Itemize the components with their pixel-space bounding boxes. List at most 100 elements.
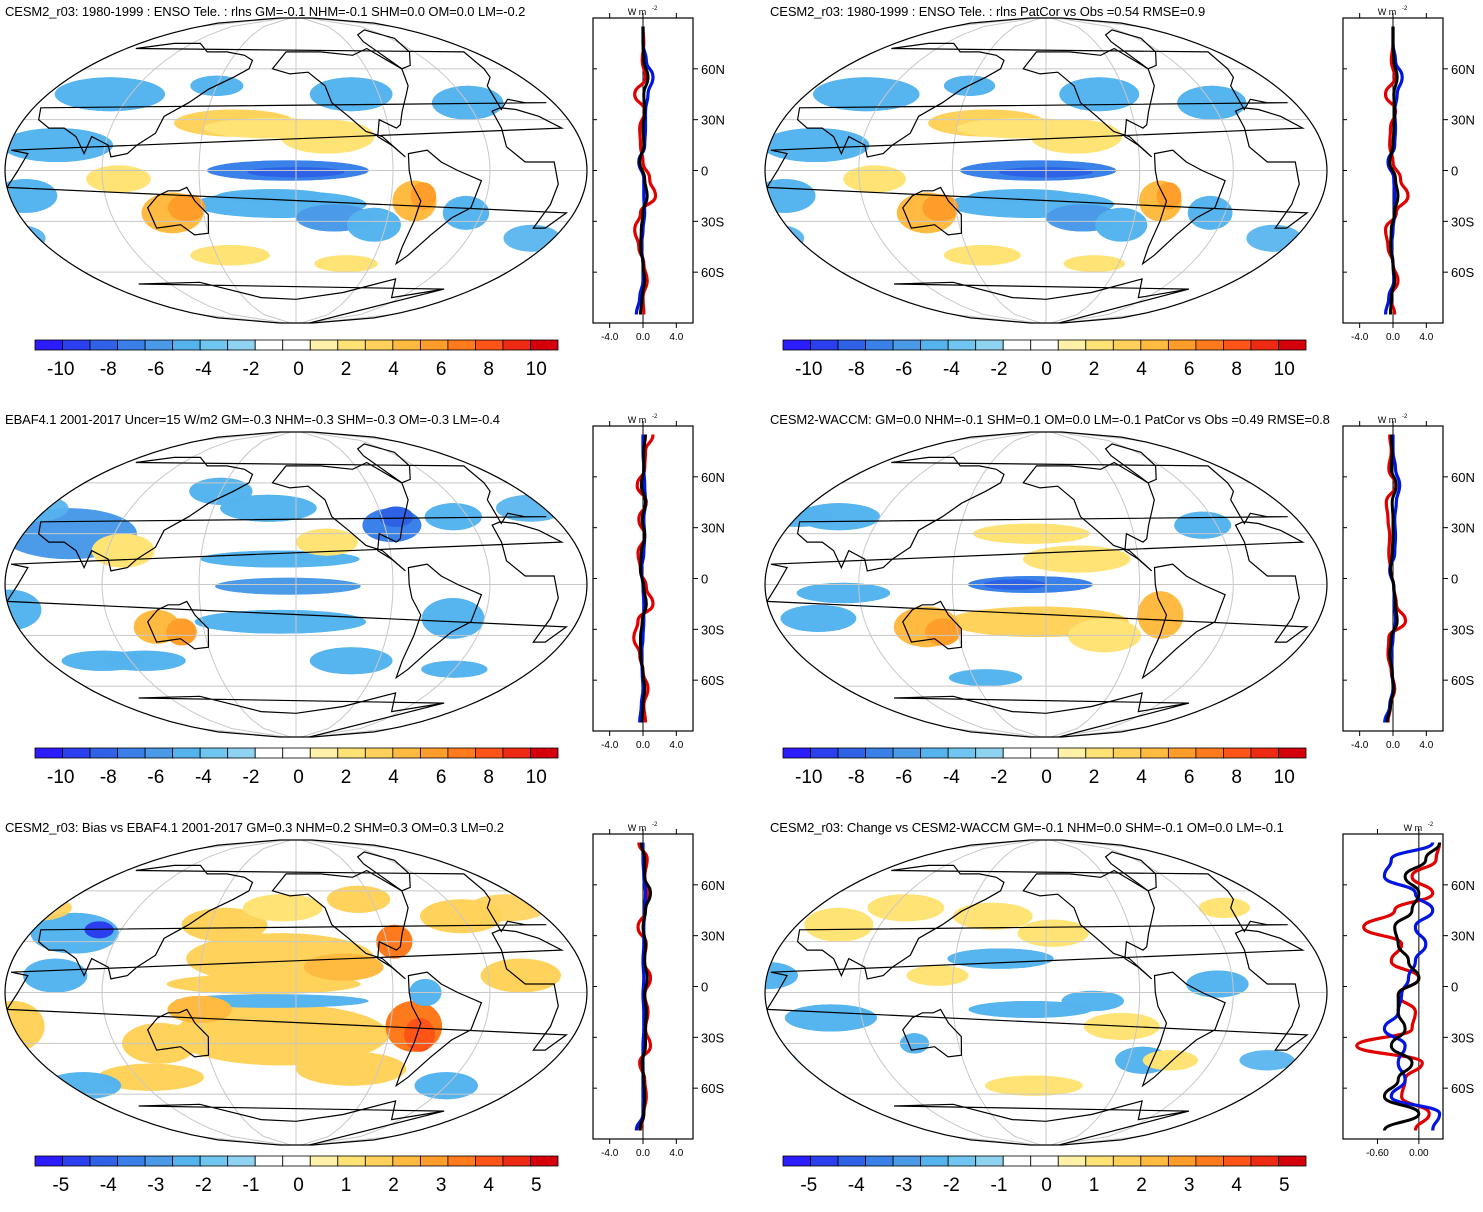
zonal-mean-plot: 60N 30N 0 30S 60S -4.0 0.0 4.0 W m -2: [592, 6, 725, 343]
anomaly-region: [1059, 77, 1140, 112]
anomaly-region: [203, 117, 343, 139]
colorbar-label: 2: [341, 767, 352, 788]
zonal-x-tick-label: 4.0: [669, 740, 683, 751]
lat-tick-label: 30N: [701, 113, 725, 128]
colorbar-swatch: [975, 1155, 1004, 1167]
colorbar-swatch: [227, 747, 256, 759]
colorbar-label: -10: [795, 767, 822, 788]
colorbar-swatch: [810, 747, 839, 759]
anomaly-region: [166, 973, 361, 995]
lat-tick-label: 30S: [1451, 622, 1474, 637]
colorbar-swatch: [117, 1155, 146, 1167]
lat-tick-label: 30S: [1451, 1030, 1474, 1045]
colorbar-swatch: [782, 339, 811, 351]
colorbar-swatch: [199, 1155, 229, 1167]
colorbar-label: -8: [100, 767, 117, 788]
colorbar-label: 1: [1089, 1175, 1100, 1196]
panel-p2: -10 -8 -6 -4 -2 0 2 4 6 8 10 60N 30N 0 30S 60S -4.0 0.0 4.…: [764, 6, 1475, 380]
colorbar-label: -4: [848, 1175, 865, 1196]
coastline-antarctica: [893, 692, 1190, 737]
colorbar-swatch: [89, 1155, 118, 1167]
anomaly-region: [378, 506, 414, 527]
colorbar-swatch: [254, 1155, 284, 1167]
colorbar-swatch: [975, 747, 1004, 759]
colorbar-swatch: [920, 1155, 949, 1167]
coastline-africa: [5, 107, 569, 229]
colorbar-swatch: [254, 339, 284, 351]
colorbar-swatch: [1057, 1155, 1087, 1167]
coastlines: [5, 851, 569, 1145]
coastline-africa: [5, 521, 569, 643]
colorbar-swatch: [89, 339, 118, 351]
map-field: [765, 432, 1327, 737]
colorbar-swatch: [227, 339, 256, 351]
colorbar-swatch: [1250, 339, 1279, 351]
colorbar-swatch: [364, 339, 394, 351]
colorbar-swatch: [1195, 747, 1224, 759]
colorbar-label: 3: [1184, 1175, 1195, 1196]
colorbar-swatch: [34, 747, 63, 759]
zonal-series-mean: [1388, 26, 1400, 315]
coastlines: [765, 29, 1309, 323]
colorbar-swatch: [392, 747, 421, 759]
colorbar-label: 8: [483, 359, 494, 380]
colorbar-label: 1: [341, 1175, 352, 1196]
colorbar-label: -4: [195, 767, 212, 788]
coastline-europe-asia: [38, 864, 547, 980]
colorbar-swatch: [1250, 1155, 1279, 1167]
colorbar-swatch: [1223, 747, 1252, 759]
colorbar-swatch: [530, 1155, 559, 1167]
colorbar-swatch: [309, 339, 339, 351]
colorbar-swatch: [144, 339, 174, 351]
panel-title: CESM2-WACCM: GM=0.0 NHM=-0.1 SHM=0.1 OM=…: [770, 412, 1330, 427]
colorbar-swatch: [117, 747, 146, 759]
zonal-mean-plot: 60N 30N 0 30S 60S -4.0 0.0 4.0 W m -2: [1342, 414, 1475, 751]
colorbar: -5 -4 -3 -2 -1 0 1 2 3 4 5: [782, 1155, 1307, 1196]
zonal-series-mean: [639, 434, 648, 723]
colorbar-swatch: [975, 339, 1004, 351]
anomaly-region: [309, 647, 393, 675]
colorbar-swatch: [1223, 1155, 1252, 1167]
anomaly-region: [1246, 224, 1302, 252]
anomaly-region: [922, 194, 959, 222]
colorbar-swatch: [34, 1155, 63, 1167]
colorbar-swatch: [419, 1155, 449, 1167]
colorbar-label: -1: [243, 1175, 260, 1196]
colorbar: -10 -8 -6 -4 -2 0 2 4 6 8 10: [782, 747, 1307, 788]
coastline-europe-asia: [38, 42, 547, 158]
map-outline: [764, 431, 1328, 738]
lat-tick-label: 60S: [1451, 673, 1474, 688]
coastline-europe-asia: [796, 42, 1288, 158]
coastline-antarctica: [138, 278, 445, 323]
colorbar-label: -10: [47, 767, 74, 788]
panel-title: EBAF4.1 2001-2017 Uncer=15 W/m2 GM=-0.3 …: [5, 412, 500, 427]
colorbar-swatch: [447, 747, 476, 759]
lat-tick-label: 60S: [1451, 265, 1474, 280]
colorbar-swatch: [1112, 339, 1142, 351]
colorbar-swatch: [364, 1155, 394, 1167]
anomaly-region: [1187, 195, 1233, 230]
coastline-greenland: [356, 851, 411, 892]
zonal-x-tick-label: -4.0: [601, 1148, 619, 1159]
anomaly-region: [1174, 511, 1232, 539]
colorbar-label: 2: [1089, 359, 1100, 380]
coastline-antarctica: [893, 1100, 1190, 1145]
zonal-x-tick-label: 0.0: [636, 740, 650, 751]
panel-p5: -5 -4 -3 -2 -1 0 1 2 3 4 5 60N 30N 0 30S 60S -4.0 0.0 4.0 W…: [4, 822, 725, 1196]
map-field: [5, 18, 587, 323]
zonal-unit-exponent: -2: [652, 822, 658, 828]
colorbar-swatch: [89, 747, 118, 759]
colorbar-swatch: [502, 747, 531, 759]
panel-title: CESM2_r03: 1980-1999 : ENSO Tele. : rlns…: [5, 4, 526, 19]
colorbar-swatch: [502, 339, 531, 351]
anomaly-region: [296, 1051, 407, 1086]
panel-title: CESM2_r03: Bias vs EBAF4.1 2001-2017 GM=…: [5, 820, 504, 835]
zonal-unit-exponent: -2: [652, 414, 658, 420]
anomaly-region: [97, 1063, 204, 1091]
colorbar-swatch: [1223, 339, 1252, 351]
colorbar-swatch: [62, 339, 91, 351]
anomaly-region: [216, 189, 328, 203]
colorbar-swatch: [1112, 747, 1142, 759]
anomaly-region: [296, 528, 358, 556]
colorbar-swatch: [1278, 339, 1307, 351]
